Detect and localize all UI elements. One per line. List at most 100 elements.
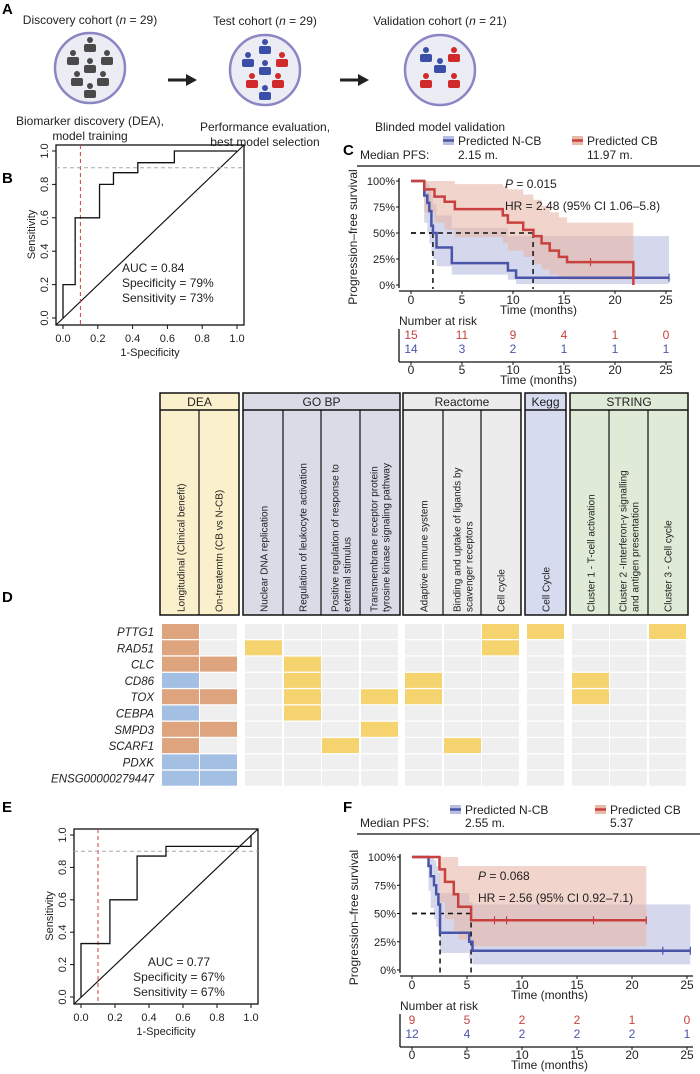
heatmap-row-label: TOX (131, 692, 156, 704)
heatmap-cell (284, 640, 321, 656)
heatmap-column-label: scavenger receptors (465, 521, 476, 612)
person-head-icon (279, 52, 285, 58)
p-label: P (478, 869, 486, 883)
heatmap-cell (649, 689, 686, 705)
cohort-caption: Biomarker discovery (DEA), (16, 114, 164, 128)
person-head-icon (249, 73, 255, 79)
person-body-icon (101, 57, 113, 65)
median-pfs-label: Median PFS: (360, 148, 429, 162)
heatmap-cell (444, 672, 481, 688)
heatmap-cell (361, 640, 398, 656)
person-head-icon (100, 71, 106, 77)
y-tick-label: 25% (373, 254, 395, 266)
heatmap-cell (405, 656, 442, 672)
risk-count-cb: 1 (612, 328, 619, 342)
heatmap-cell (245, 689, 282, 705)
risk-count-ncb: 1 (663, 342, 670, 356)
heatmap-cell (649, 672, 686, 688)
risk-count-cb: 11 (456, 328, 469, 342)
heatmap-cell (610, 624, 647, 639)
heatmap-cell (361, 754, 398, 770)
risk-count-ncb: 4 (464, 1027, 471, 1041)
x-tick-label: 0.4 (141, 1012, 156, 1024)
heatmap-cell (527, 672, 564, 688)
y-tick-label: 0.8 (57, 860, 69, 875)
heatmap-group-header (402, 392, 522, 616)
heatmap-cell (361, 705, 398, 721)
y-tick-label: 0.4 (57, 925, 69, 940)
x-tick-label: 10 (506, 293, 520, 307)
roc-annotation: AUC = 0.77 (148, 955, 211, 969)
heatmap-cell (162, 754, 199, 770)
heatmap-cell (322, 754, 359, 770)
heatmap-group-label: Kegg (531, 395, 559, 409)
heatmap-cell (361, 721, 398, 737)
heatmap-cell (162, 738, 199, 754)
person-body-icon (259, 67, 271, 75)
heatmap-cell (649, 624, 686, 639)
person-head-icon (87, 37, 93, 43)
p-value-number: = 0.068 (486, 869, 530, 883)
person-body-icon (434, 65, 446, 73)
cohort-title-part: = 29) (126, 13, 157, 27)
person-body-icon (246, 80, 258, 88)
p-value: P = 0.015 (505, 177, 557, 191)
heatmap-cell (361, 738, 398, 754)
heatmap-cell (572, 754, 609, 770)
risk-x-axis-label: Time (months) (511, 1058, 588, 1072)
heatmap-cell (361, 624, 398, 639)
risk-count-ncb: 1 (612, 342, 619, 356)
y-tick-label: 0.0 (39, 310, 51, 325)
x-axis-label: 1-Specificity (120, 347, 180, 359)
heatmap-cell (245, 721, 282, 737)
heatmap-row-label: CLC (131, 660, 155, 672)
heatmap-column-label: Cluster 1 - T-cell activation (587, 494, 598, 612)
heatmap-column-label: On-treatemtn (CB vs N-CB) (215, 490, 226, 612)
heatmap-cell (610, 656, 647, 672)
heatmap-cell (245, 672, 282, 688)
x-tick-label: 25 (680, 978, 694, 992)
x-tick-label: 20 (625, 978, 639, 992)
heatmap-cell (527, 754, 564, 770)
risk-table-title: Number at risk (400, 999, 479, 1013)
heatmap-cell (572, 672, 609, 688)
person-head-icon (245, 52, 251, 58)
heatmap-cell (444, 770, 481, 786)
heatmap-cell (361, 770, 398, 786)
person-body-icon (448, 80, 460, 88)
cohort-title-part: = 21) (476, 14, 507, 28)
person-head-icon (423, 73, 429, 79)
heatmap-cell (200, 721, 237, 737)
heatmap-cell (284, 705, 321, 721)
risk-count-cb: 9 (409, 1013, 416, 1027)
diagonal-reference-line (73, 828, 259, 1005)
heatmap-row-label: CD86 (125, 676, 155, 688)
heatmap-row-label: PDXK (123, 757, 156, 769)
risk-count-ncb: 14 (404, 342, 418, 356)
heatmap-cell (405, 689, 442, 705)
arrow-right-icon (340, 74, 369, 86)
heatmap-column-label: Nuclear DNA replication (260, 506, 271, 612)
heatmap-cell (649, 754, 686, 770)
heatmap-row-label: RAD51 (117, 643, 154, 655)
cohort-title-part: Validation cohort ( (373, 14, 469, 28)
heatmap-column-label: external stimulus (343, 537, 354, 612)
heatmap-cell (482, 689, 519, 705)
risk-count-ncb: 2 (574, 1027, 581, 1041)
risk-count-cb: 9 (510, 328, 517, 342)
diagonal-reference-line (55, 144, 245, 326)
x-tick-label: 15 (557, 293, 571, 307)
person-body-icon (84, 65, 96, 73)
p-value: P = 0.068 (478, 869, 530, 883)
median-pfs-value: 2.55 m. (465, 816, 505, 830)
x-tick-label: 5 (464, 978, 471, 992)
y-tick-label: 0% (380, 965, 396, 977)
plot-frame (73, 828, 259, 1005)
heatmap-cell (572, 689, 609, 705)
cohort-title-part: n (279, 14, 286, 28)
heatmap-column-label: Longitudinal (Clinical benefit) (177, 484, 188, 612)
heatmap-cell (162, 721, 199, 737)
person-head-icon (451, 47, 457, 53)
y-tick-label: 50% (374, 909, 396, 921)
y-tick-label: 1.0 (57, 827, 69, 842)
